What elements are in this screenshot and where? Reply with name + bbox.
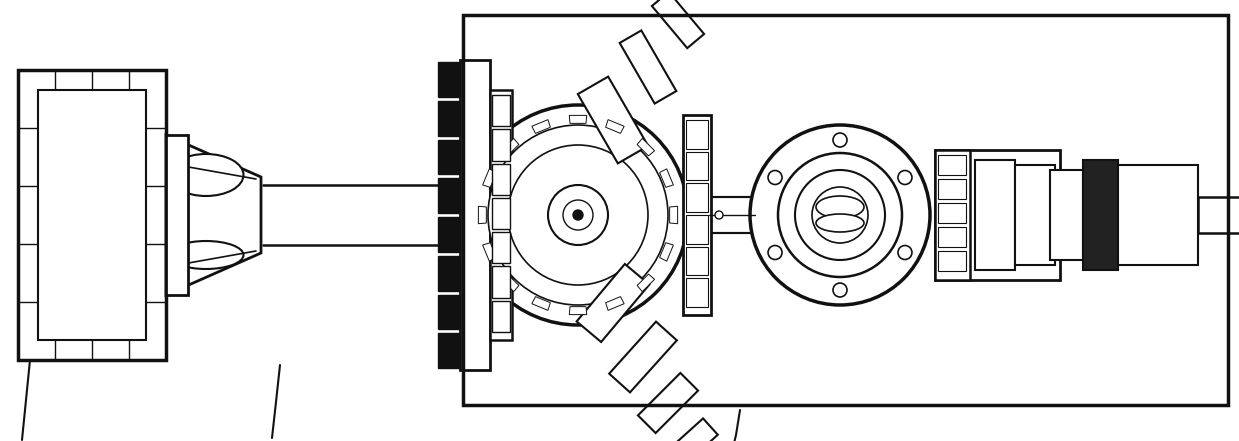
Circle shape [508, 145, 648, 285]
Circle shape [833, 133, 847, 147]
Bar [460, 60, 489, 370]
Circle shape [548, 185, 608, 245]
Bar [439, 256, 460, 291]
Bar [1049, 170, 1085, 260]
Circle shape [833, 283, 847, 297]
Polygon shape [502, 138, 519, 156]
Bar [439, 333, 460, 368]
Polygon shape [610, 321, 676, 392]
Bar [166, 135, 188, 295]
Circle shape [715, 211, 724, 219]
Polygon shape [483, 243, 497, 261]
Polygon shape [483, 169, 497, 187]
Bar [686, 183, 707, 212]
Bar [439, 217, 460, 252]
Polygon shape [532, 120, 550, 133]
Bar [686, 215, 707, 244]
Polygon shape [620, 30, 676, 104]
Polygon shape [577, 77, 648, 164]
Bar [19, 70, 166, 360]
Bar [439, 139, 460, 174]
Bar [938, 203, 966, 223]
Polygon shape [659, 169, 673, 187]
Polygon shape [652, 0, 704, 48]
Polygon shape [659, 243, 673, 261]
Bar [935, 150, 970, 280]
Circle shape [750, 125, 930, 305]
Bar [938, 227, 966, 247]
Bar [938, 179, 966, 199]
Polygon shape [502, 274, 519, 292]
Bar [439, 178, 460, 213]
Bar [686, 120, 707, 149]
Ellipse shape [817, 214, 864, 232]
Circle shape [572, 210, 584, 220]
Polygon shape [532, 297, 550, 310]
Bar [492, 95, 510, 126]
Bar [686, 247, 707, 275]
Bar [38, 90, 146, 340]
Bar [1083, 175, 1118, 255]
Bar [975, 160, 1015, 270]
Polygon shape [669, 206, 678, 224]
Bar [938, 251, 966, 271]
Polygon shape [166, 135, 261, 295]
Bar [439, 101, 460, 135]
Bar [492, 198, 510, 229]
Ellipse shape [817, 196, 864, 218]
Bar [938, 155, 966, 175]
Bar [1198, 197, 1239, 233]
Polygon shape [569, 306, 587, 314]
Bar [439, 295, 460, 329]
Polygon shape [637, 274, 654, 292]
Bar [492, 301, 510, 332]
Bar [492, 266, 510, 298]
Polygon shape [576, 264, 649, 342]
Bar [1083, 160, 1118, 270]
Bar [711, 197, 760, 233]
Bar [492, 232, 510, 263]
Ellipse shape [169, 241, 244, 269]
Polygon shape [638, 373, 698, 433]
Circle shape [768, 246, 782, 259]
Bar [492, 164, 510, 195]
Bar [683, 115, 711, 315]
Bar [489, 90, 512, 340]
Circle shape [778, 153, 902, 277]
Circle shape [898, 246, 912, 259]
Circle shape [795, 170, 885, 260]
Circle shape [563, 200, 593, 230]
Bar [439, 62, 460, 97]
Polygon shape [606, 120, 624, 133]
Polygon shape [662, 419, 717, 441]
Bar [686, 278, 707, 307]
Bar [1118, 165, 1198, 265]
Bar [463, 15, 1228, 405]
Bar [686, 152, 707, 180]
Circle shape [898, 171, 912, 184]
Circle shape [468, 105, 688, 325]
Bar [492, 129, 510, 161]
Bar [935, 150, 1061, 280]
Circle shape [768, 171, 782, 184]
Polygon shape [606, 297, 624, 310]
Polygon shape [569, 116, 587, 123]
Circle shape [488, 125, 668, 305]
Bar [1015, 165, 1054, 265]
Polygon shape [478, 206, 487, 224]
Circle shape [812, 187, 869, 243]
Polygon shape [637, 138, 654, 156]
Bar [263, 185, 478, 245]
Ellipse shape [169, 154, 244, 196]
